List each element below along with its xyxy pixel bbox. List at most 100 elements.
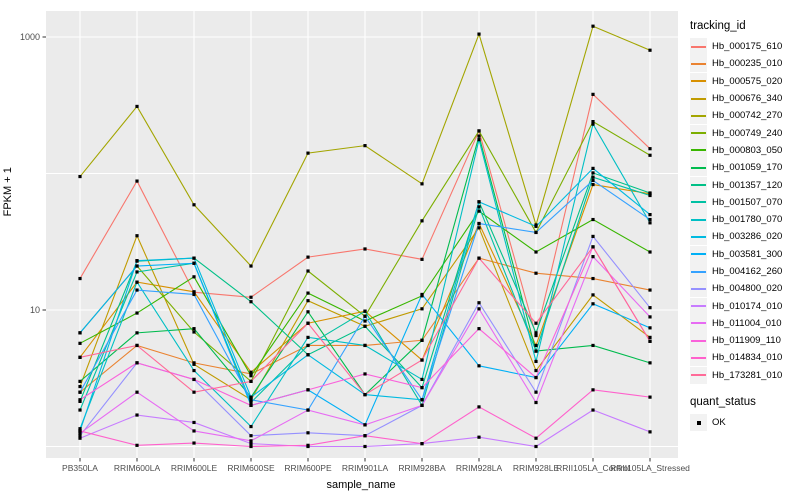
data-point [306, 353, 310, 357]
data-point [249, 374, 253, 378]
x-tick-label: RRIM600LE [171, 463, 218, 473]
legend-item-ok: OK [690, 414, 798, 432]
data-point [249, 370, 253, 374]
data-point [534, 331, 538, 335]
data-point [135, 234, 139, 238]
data-point [648, 191, 652, 195]
legend-item-label: Hb_001059_170 [712, 162, 783, 174]
legend-item-label: Hb_004162_260 [712, 266, 783, 277]
data-point [78, 399, 82, 403]
data-point [78, 398, 82, 402]
data-point [477, 221, 481, 226]
data-point [420, 307, 424, 311]
x-tick-label: RRIM600PE [284, 463, 332, 473]
data-point [363, 393, 367, 397]
data-point [534, 436, 538, 440]
x-axis-title: sample_name [326, 479, 396, 491]
data-point [477, 129, 481, 133]
data-point [192, 275, 196, 279]
legend-item-Hb_000742_270: Hb_000742_270 [690, 107, 798, 125]
data-point [306, 269, 310, 273]
data-point [78, 390, 82, 394]
data-point [135, 343, 139, 348]
data-point [192, 429, 196, 433]
data-point [648, 315, 652, 319]
data-point [591, 122, 595, 126]
legend-item-label: Hb_003286_020 [712, 231, 783, 243]
data-point [591, 302, 595, 306]
data-point [363, 434, 367, 438]
data-point [192, 441, 196, 445]
data-point [192, 256, 196, 260]
legend-item-Hb_000175_610: Hb_000175_610 [690, 38, 798, 56]
data-point [591, 178, 595, 183]
data-point [648, 193, 652, 198]
data-point [135, 361, 139, 365]
data-point [192, 203, 196, 207]
data-point [534, 333, 538, 338]
legend-item-Hb_001059_170: Hb_001059_170 [690, 159, 798, 177]
legend-item-label: Hb_000803_050 [712, 144, 783, 156]
legend-item-Hb_003286_020: Hb_003286_020 [690, 228, 798, 246]
data-point [306, 151, 310, 155]
data-point [306, 321, 310, 325]
y-tick-label: 1000 [20, 32, 40, 42]
legend-key-line-icon [690, 349, 707, 367]
legend-item-label: Hb_011004_010 [712, 317, 782, 329]
data-point [135, 264, 139, 268]
data-point [135, 179, 139, 183]
legend-item-label: Hb_000235_010 [712, 58, 783, 70]
data-point [78, 174, 82, 179]
data-point [192, 377, 196, 382]
data-point [306, 343, 310, 348]
legend-key-line-icon [690, 314, 707, 332]
data-point [420, 398, 424, 402]
data-point [78, 431, 82, 435]
legend-key-line-icon [690, 280, 707, 298]
data-point [534, 321, 538, 325]
legend-item-label: Hb_014834_010 [712, 352, 783, 364]
data-point [648, 250, 652, 254]
data-point [591, 24, 595, 28]
data-point [306, 335, 310, 339]
data-point [648, 306, 652, 310]
data-point [135, 270, 139, 274]
legend-item-label: Hb_000575_020 [712, 75, 783, 87]
data-point [249, 295, 253, 299]
legend-item-label: Hb_001780_070 [712, 214, 783, 226]
legend-item-label: Hb_173281_010 [712, 369, 783, 381]
legend-item-Hb_000749_240: Hb_000749_240 [690, 124, 798, 142]
legend-item-label: Hb_001357_120 [712, 179, 783, 191]
data-point [363, 423, 367, 427]
data-point [363, 309, 367, 313]
legend-item-Hb_000676_340: Hb_000676_340 [690, 90, 798, 108]
data-point [420, 358, 424, 362]
data-point [534, 368, 538, 373]
data-point [477, 256, 481, 260]
data-point [534, 349, 538, 353]
data-point [306, 310, 310, 314]
data-point [477, 138, 481, 142]
data-point [78, 434, 82, 438]
legend-item-label: Hb_010174_010 [712, 300, 783, 312]
x-tick-label: RRIM928LE [513, 463, 560, 473]
data-point [363, 372, 367, 376]
data-point [591, 234, 595, 239]
data-point [534, 400, 538, 405]
legend-key-line-icon [690, 193, 707, 211]
y-axis-title: FPKM + 1 [2, 167, 14, 217]
data-point [249, 264, 253, 268]
data-point [420, 257, 424, 261]
data-point [363, 343, 367, 348]
legend-key-line-icon [690, 176, 707, 194]
x-tick-label: RRIM600SE [227, 463, 275, 473]
legend-item-label: Hb_000749_240 [712, 127, 783, 139]
data-point [135, 104, 139, 109]
data-point [648, 361, 652, 365]
data-point [534, 224, 538, 228]
legend-item-label: Hb_004800_020 [712, 283, 783, 295]
data-point [306, 408, 310, 412]
data-point [249, 439, 253, 443]
data-point [192, 292, 196, 297]
